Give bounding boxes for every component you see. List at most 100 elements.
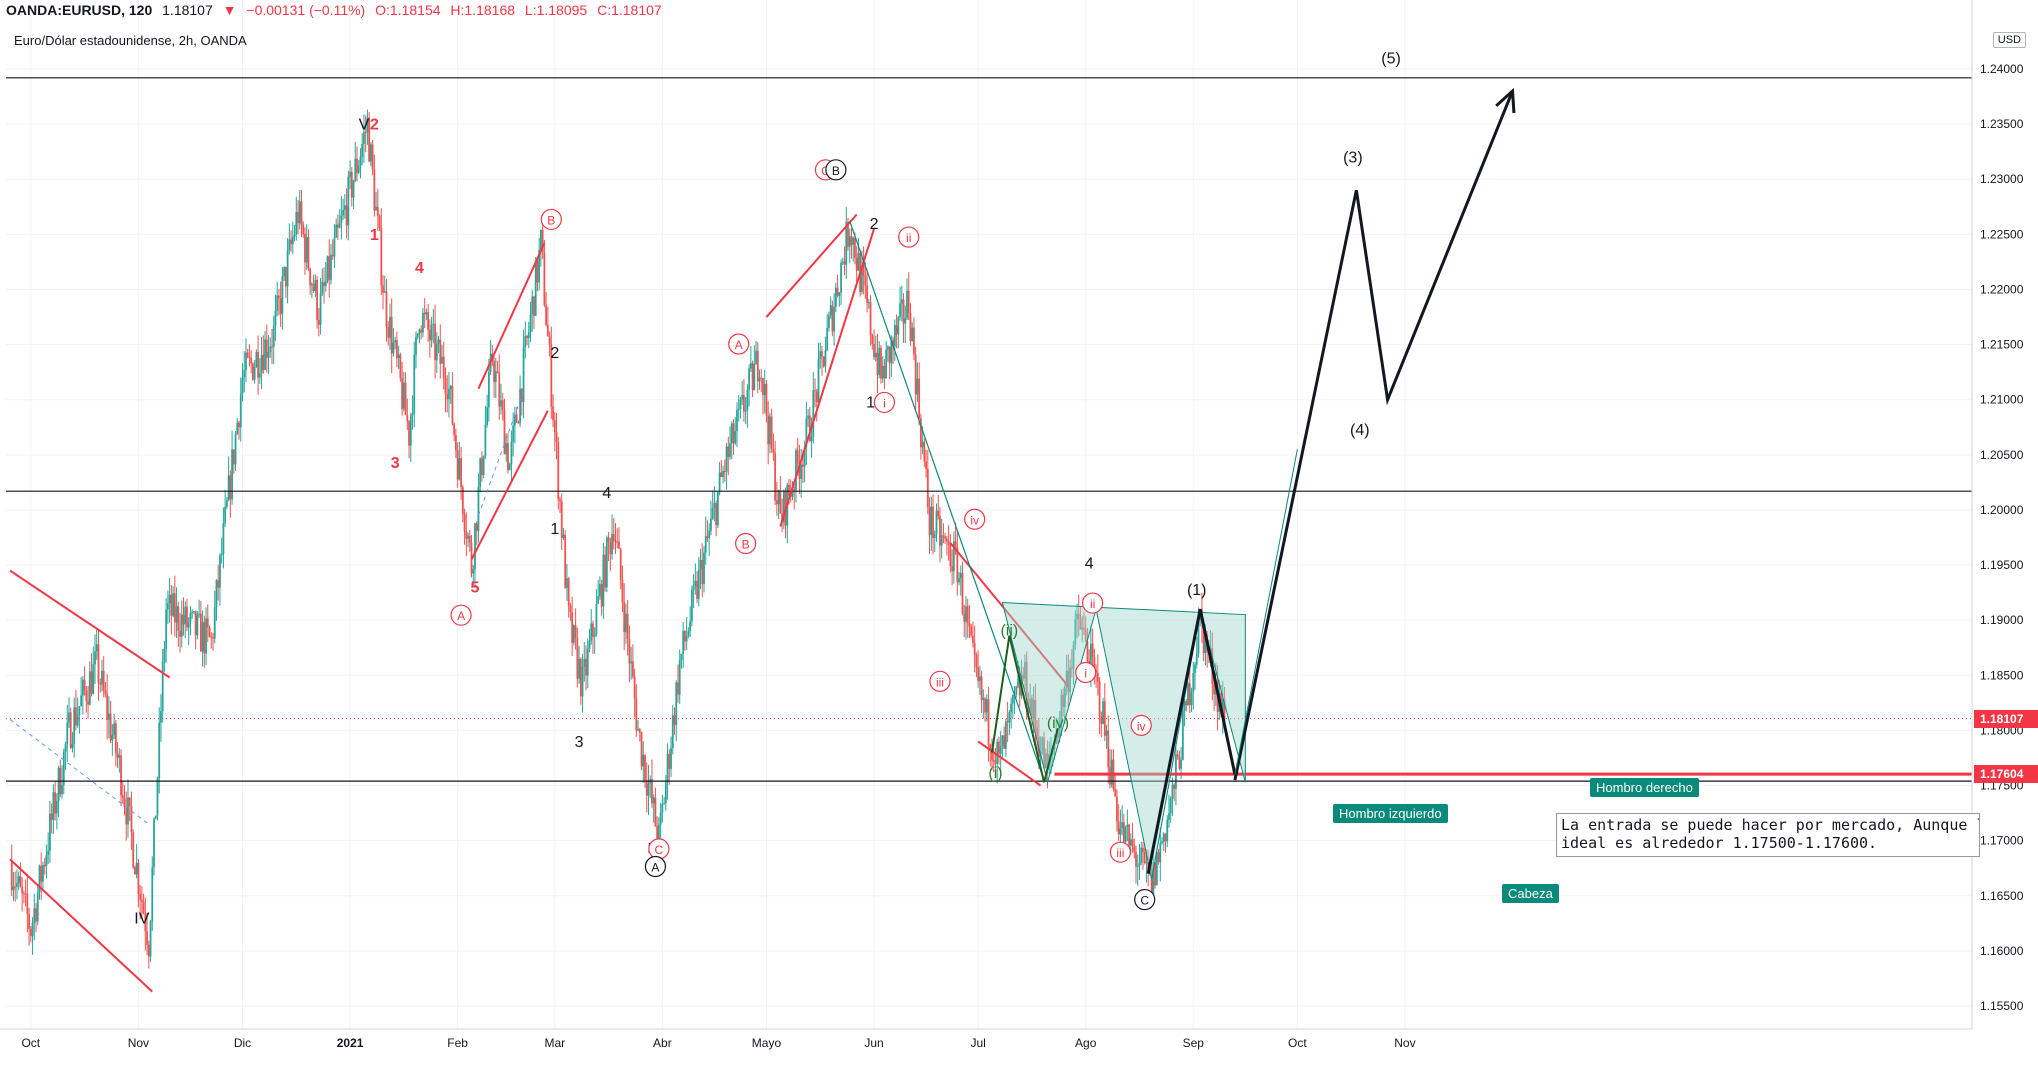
candle-body — [559, 499, 561, 502]
candle-body — [423, 312, 426, 315]
candle-body — [127, 797, 129, 825]
candle-body — [914, 354, 917, 395]
candle-body — [638, 729, 641, 733]
candle-body — [644, 755, 646, 781]
candle-body — [345, 205, 348, 226]
dashed-trend-line — [477, 390, 525, 516]
price-tick-label: 1.16000 — [1980, 944, 2024, 958]
candle-body — [961, 573, 964, 614]
candle-body — [919, 418, 922, 448]
candle-body — [822, 356, 825, 367]
candle-body — [262, 355, 265, 370]
candle-body — [99, 683, 102, 685]
candle-body — [61, 785, 63, 795]
candle-body — [125, 806, 128, 825]
candle-body — [17, 876, 20, 883]
candle-body — [760, 377, 763, 379]
time-tick-label: Mar — [544, 1036, 565, 1050]
candle-body — [619, 548, 622, 580]
candle-body — [66, 722, 69, 745]
candle-body — [1197, 619, 1200, 654]
wave-label: iv — [964, 508, 986, 530]
candle-body — [291, 236, 294, 245]
wave-label: C — [1134, 888, 1156, 911]
candle-body — [744, 409, 747, 412]
candle-body — [1096, 672, 1099, 682]
candle-body — [494, 371, 497, 383]
candle-body — [753, 363, 756, 391]
candle-body — [342, 209, 345, 216]
candle-body — [1204, 634, 1207, 653]
candle-body — [895, 325, 898, 335]
candle-body — [952, 541, 955, 572]
candle-body — [1008, 712, 1011, 723]
candle-body — [1181, 710, 1184, 760]
candle-body — [876, 352, 879, 376]
candle-body — [425, 312, 428, 315]
candle-body — [265, 339, 268, 358]
candle-body — [422, 312, 424, 333]
candle-body — [206, 618, 209, 628]
candle-body — [515, 414, 518, 423]
candle-body — [236, 422, 239, 434]
wave-label-text: A — [735, 338, 743, 352]
candle-body — [24, 893, 27, 895]
candle-body — [340, 215, 343, 223]
symbol-name[interactable]: OANDA:EURUSD, 120 — [6, 2, 153, 18]
wave-label-text: A — [651, 861, 659, 875]
candle-body — [631, 661, 634, 677]
candle-body — [836, 287, 839, 296]
wave-label-text: 4 — [415, 260, 424, 277]
wave-label: B — [540, 208, 562, 231]
wave-label: 5 — [471, 580, 480, 597]
candle-body — [850, 236, 853, 245]
candle-body — [201, 622, 204, 652]
currency-button[interactable]: USD — [1992, 32, 2026, 48]
candle-body — [1070, 667, 1073, 669]
candle-body — [314, 279, 317, 291]
candle-body — [711, 507, 714, 519]
candle-body — [1077, 613, 1080, 619]
candle-body — [807, 415, 809, 419]
candle-body — [449, 386, 452, 389]
candle-body — [359, 156, 362, 166]
wave-label: V — [359, 117, 370, 134]
candle-body — [1076, 613, 1078, 620]
candle-body — [1155, 851, 1158, 886]
candle-body — [390, 316, 393, 354]
candle-body — [994, 761, 997, 764]
candle-body — [250, 357, 253, 364]
candle-body — [878, 347, 881, 376]
candle-body — [531, 296, 534, 315]
price-tick-label: 1.24000 — [1980, 62, 2024, 76]
candle-body — [1036, 727, 1039, 737]
wave-label-circle — [450, 604, 472, 626]
wave-label-text: iii — [936, 675, 944, 689]
candle-body — [762, 378, 764, 396]
candle-body — [635, 698, 638, 731]
candle-body — [599, 584, 601, 597]
candle-body — [826, 327, 829, 351]
candle-body — [463, 514, 466, 532]
candle-body — [21, 886, 24, 894]
candle-body — [71, 744, 74, 748]
candle-body — [1202, 623, 1205, 653]
wave-label: B — [825, 159, 847, 181]
candle-body — [267, 351, 270, 358]
candle-body — [581, 667, 584, 697]
candle-body — [566, 578, 568, 588]
low-value: L:1.18095 — [524, 2, 588, 18]
candle-body — [1178, 756, 1181, 769]
candle-body — [274, 310, 277, 326]
candle-body — [357, 165, 360, 173]
candle-body — [1010, 703, 1012, 713]
candle-body — [1175, 754, 1177, 789]
candle-body — [135, 862, 138, 875]
candle-body — [454, 435, 457, 451]
candle-body — [1079, 618, 1082, 630]
wave-label: B — [735, 532, 757, 555]
wave-label: iii — [929, 670, 951, 692]
candle-body — [958, 578, 960, 583]
candle-body — [902, 299, 905, 324]
